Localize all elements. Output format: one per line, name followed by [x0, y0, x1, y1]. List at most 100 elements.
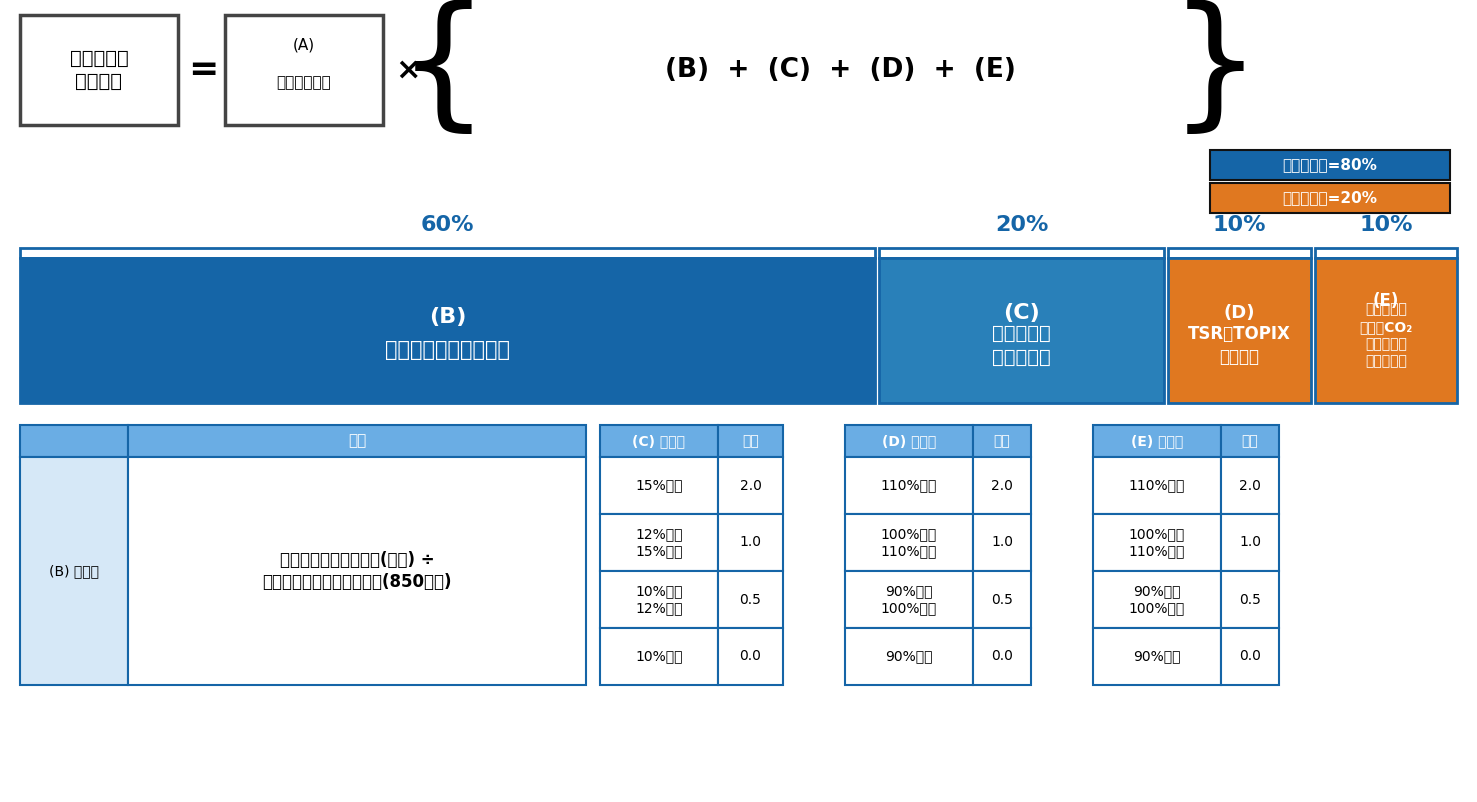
Bar	[21, 15, 179, 125]
Bar	[1315, 248, 1456, 258]
Bar	[1210, 183, 1450, 213]
Text: (A): (A)	[292, 38, 315, 52]
Text: 1.0: 1.0	[991, 536, 1013, 549]
Text: 90%未満: 90%未満	[1133, 650, 1180, 663]
Bar	[1221, 514, 1279, 571]
Text: 営業利益率
達成度係数: 営業利益率 達成度係数	[993, 324, 1050, 367]
Text: 10%未満: 10%未満	[635, 650, 682, 663]
Text: 係数: 係数	[994, 434, 1010, 448]
Text: 90%以上
100%未満: 90%以上 100%未満	[880, 584, 936, 615]
Bar	[21, 425, 128, 457]
Bar	[600, 514, 718, 571]
Bar	[845, 628, 973, 685]
Text: }: }	[1168, 0, 1261, 140]
Bar	[973, 514, 1031, 571]
Text: 2.0: 2.0	[1239, 479, 1261, 492]
Text: 15%以上: 15%以上	[635, 479, 682, 492]
Text: 2.0: 2.0	[740, 479, 762, 492]
Text: 係数: 係数	[349, 434, 366, 448]
Bar	[225, 15, 383, 125]
Bar	[128, 457, 586, 685]
Text: 10%: 10%	[1359, 215, 1412, 235]
Text: 10%以上
12%未満: 10%以上 12%未満	[635, 584, 682, 615]
Bar	[21, 248, 874, 258]
Text: (E) 達成度: (E) 達成度	[1131, 434, 1183, 448]
Text: TSRのTOPIX
対比係数: TSRのTOPIX 対比係数	[1188, 326, 1291, 366]
Text: 12%以上
15%未満: 12%以上 15%未満	[635, 527, 682, 558]
Text: 90%未満: 90%未満	[885, 650, 933, 663]
Text: =: =	[188, 53, 219, 87]
Bar	[1093, 457, 1221, 514]
Bar	[600, 425, 718, 457]
Text: (B) 達成度: (B) 達成度	[49, 564, 99, 578]
Text: 0.5: 0.5	[740, 593, 762, 606]
Text: (C): (C)	[1003, 302, 1040, 322]
Bar	[718, 628, 783, 685]
Text: (E): (E)	[1372, 291, 1399, 310]
Text: 係数: 係数	[1242, 434, 1258, 448]
Text: 各年度営業利益額実績(億円) ÷
新中計営業利益額目標平均(850億円): 各年度営業利益額実績(億円) ÷ 新中計営業利益額目標平均(850億円)	[263, 551, 452, 591]
Bar	[879, 248, 1164, 258]
Text: 営業利益額達成度係数: 営業利益額達成度係数	[385, 341, 510, 361]
Bar	[718, 514, 783, 571]
Text: 1.0: 1.0	[740, 536, 762, 549]
Text: (B)  +  (C)  +  (D)  +  (E): (B) + (C) + (D) + (E)	[665, 57, 1016, 83]
Bar	[1221, 628, 1279, 685]
Text: 当社製品を
通じたCO₂
排出量削減
達成度係数: 当社製品を 通じたCO₂ 排出量削減 達成度係数	[1359, 302, 1412, 368]
Bar	[1093, 514, 1221, 571]
Bar	[718, 457, 783, 514]
Bar	[21, 258, 874, 403]
Text: 0.0: 0.0	[991, 650, 1013, 663]
Bar	[845, 425, 973, 457]
Bar	[718, 571, 783, 628]
Text: 110%以上: 110%以上	[880, 479, 938, 492]
Bar	[973, 628, 1031, 685]
Text: 1.0: 1.0	[1239, 536, 1261, 549]
Text: 2.0: 2.0	[991, 479, 1013, 492]
Text: 非財務指標=20%: 非財務指標=20%	[1282, 191, 1378, 205]
Bar	[973, 425, 1031, 457]
Text: 0.5: 0.5	[991, 593, 1013, 606]
Bar	[718, 425, 783, 457]
Text: 10%: 10%	[1213, 215, 1266, 235]
Text: 90%以上
100%未満: 90%以上 100%未満	[1128, 584, 1185, 615]
Text: 役位別基準額: 役位別基準額	[276, 75, 331, 91]
Bar	[600, 571, 718, 628]
Bar	[973, 457, 1031, 514]
Text: 0.0: 0.0	[1239, 650, 1261, 663]
Text: 0.0: 0.0	[740, 650, 762, 663]
Bar	[1093, 571, 1221, 628]
Bar	[1221, 425, 1279, 457]
Bar	[1093, 628, 1221, 685]
Bar	[845, 571, 973, 628]
Bar	[845, 457, 973, 514]
Bar	[128, 425, 586, 457]
Text: 100%以上
110%未満: 100%以上 110%未満	[1128, 527, 1185, 558]
Bar	[600, 628, 718, 685]
Text: (D): (D)	[1223, 303, 1255, 322]
Bar	[1093, 425, 1221, 457]
Bar	[21, 457, 128, 685]
Text: 財務指標　=80%: 財務指標 =80%	[1282, 157, 1378, 172]
Text: 60%: 60%	[421, 215, 474, 235]
Bar	[973, 571, 1031, 628]
Bar	[1315, 258, 1456, 403]
Text: 20%: 20%	[995, 215, 1049, 235]
Text: 110%以上: 110%以上	[1128, 479, 1185, 492]
Bar	[845, 514, 973, 571]
Text: (C) 達成度: (C) 達成度	[632, 434, 685, 448]
Text: 係数: 係数	[741, 434, 759, 448]
Text: {: {	[397, 0, 489, 140]
Text: (D) 達成度: (D) 達成度	[882, 434, 936, 448]
Text: 支給される
株式報酬: 支給される 株式報酬	[69, 49, 128, 91]
Text: 0.5: 0.5	[1239, 593, 1261, 606]
Bar	[1221, 457, 1279, 514]
Bar	[1221, 571, 1279, 628]
Bar	[879, 258, 1164, 403]
Text: (B): (B)	[428, 306, 467, 326]
Bar	[1168, 248, 1310, 258]
Text: ×: ×	[396, 55, 421, 84]
Bar	[1210, 150, 1450, 180]
Text: 100%以上
110%未満: 100%以上 110%未満	[880, 527, 938, 558]
Bar	[600, 457, 718, 514]
